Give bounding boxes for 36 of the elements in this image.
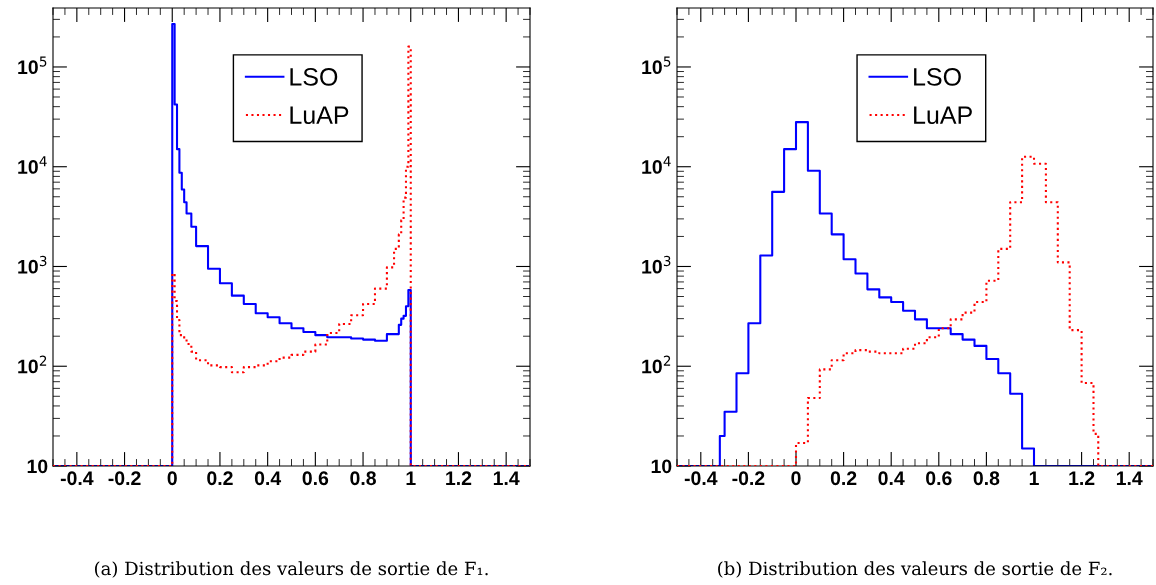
x-tick-label: 1.2 <box>446 471 472 485</box>
y-tick-label: 10$^{2}$ <box>642 355 671 374</box>
x-tick-label: 1.2 <box>1069 471 1095 485</box>
x-tick-label: 1.4 <box>1116 471 1143 485</box>
x-tick-label: 0 <box>791 471 801 486</box>
x-tick-label: 0.4 <box>878 471 905 486</box>
x-tick-label: -0.4 <box>60 471 94 486</box>
y-tick-label: 10$^{5}$ <box>642 56 671 75</box>
y-tick-label: 10$^{5}$ <box>18 56 47 75</box>
y-tick-label: 10 <box>651 459 672 474</box>
x-tick-label: 1.4 <box>493 471 520 485</box>
legend-label: LuAP <box>290 106 349 125</box>
x-tick-label: 0.2 <box>830 471 857 486</box>
x-tick-label: 0.6 <box>302 471 329 486</box>
x-tick-label: -0.4 <box>684 471 718 486</box>
x-tick-label: 0.8 <box>973 471 1000 486</box>
text: (b) Distribution des valeurs de sortie de F₂. <box>718 561 1112 578</box>
x-tick-label: 0.6 <box>926 471 952 486</box>
legend-label: LuAP <box>914 106 972 125</box>
y-tick-label: 10$^{2}$ <box>18 355 47 374</box>
y-tick-label: 10$^{4}$ <box>18 156 47 174</box>
text: (a) Distribution des valeurs de sortie de F₁. <box>95 561 488 578</box>
x-tick-label: 0.4 <box>254 471 282 486</box>
legend-label: LSO <box>290 68 338 86</box>
x-tick-label: 0.2 <box>207 471 233 486</box>
x-tick-label: 1 <box>1029 471 1039 485</box>
x-tick-label: 1 <box>406 471 416 485</box>
y-tick-label: 10$^{3}$ <box>642 255 671 274</box>
x-tick-label: -0.2 <box>108 471 141 486</box>
y-tick-label: 10$^{4}$ <box>642 156 671 174</box>
x-tick-label: 0.8 <box>350 471 376 486</box>
legend-label: LSO <box>914 68 961 86</box>
x-tick-label: 0 <box>167 471 177 486</box>
y-tick-label: 10$^{3}$ <box>18 255 47 274</box>
x-tick-label: -0.2 <box>732 471 765 486</box>
y-tick-label: 10 <box>27 459 48 474</box>
